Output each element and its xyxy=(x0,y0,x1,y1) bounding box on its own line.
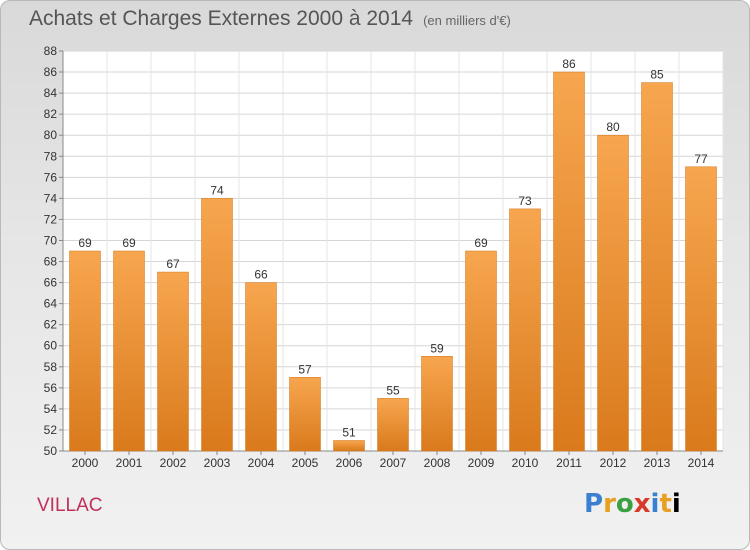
x-tick-label: 2009 xyxy=(468,456,495,470)
y-tick-label: 52 xyxy=(44,423,58,437)
y-tick-label: 80 xyxy=(44,128,58,142)
logo-letter: i xyxy=(671,489,681,519)
logo-letter: x xyxy=(633,489,651,519)
logo-letter: t xyxy=(659,489,672,519)
y-tick-label: 84 xyxy=(44,86,58,100)
data-label: 86 xyxy=(562,57,576,71)
x-tick-label: 2014 xyxy=(688,456,715,470)
bar xyxy=(245,282,277,452)
x-tick-label: 2011 xyxy=(556,456,582,470)
y-tick-label: 88 xyxy=(44,44,58,58)
y-tick-label: 74 xyxy=(44,191,58,205)
data-label: 59 xyxy=(430,341,444,355)
data-label: 57 xyxy=(298,362,312,376)
bar xyxy=(69,250,101,452)
x-tick-label: 2008 xyxy=(424,456,451,470)
data-label: 73 xyxy=(518,194,532,208)
data-label: 69 xyxy=(78,236,92,250)
x-tick-label: 2013 xyxy=(644,456,671,470)
y-tick-label: 70 xyxy=(44,233,58,247)
x-tick-label: 2012 xyxy=(600,456,627,470)
y-tick-label: 50 xyxy=(44,444,58,458)
x-tick-label: 2003 xyxy=(204,456,231,470)
logo-letter: r xyxy=(603,489,616,519)
logo-letter: P xyxy=(584,489,604,519)
bar xyxy=(597,134,629,452)
chart-subtitle: (en milliers d'€) xyxy=(423,13,511,28)
y-tick-label: 86 xyxy=(44,65,58,79)
bar xyxy=(685,166,717,452)
y-tick-label: 66 xyxy=(44,276,58,290)
x-tick-label: 2000 xyxy=(72,456,99,470)
bar xyxy=(157,271,189,452)
bar xyxy=(509,208,541,452)
logo-letter: i xyxy=(650,489,660,519)
data-label: 80 xyxy=(606,120,620,134)
data-label: 67 xyxy=(166,257,180,271)
data-label: 85 xyxy=(650,68,664,82)
chart-title: Achats et Charges Externes 2000 à 2014 (e… xyxy=(29,7,511,31)
y-tick-label: 60 xyxy=(44,339,58,353)
y-tick-label: 54 xyxy=(44,402,58,416)
y-tick-label: 78 xyxy=(44,149,58,163)
y-tick-label: 58 xyxy=(44,360,58,374)
data-label: 74 xyxy=(210,183,224,197)
y-tick-label: 76 xyxy=(44,170,58,184)
x-tick-label: 2010 xyxy=(512,456,539,470)
bar xyxy=(333,440,365,452)
data-label: 69 xyxy=(122,236,136,250)
bar xyxy=(113,250,145,452)
bar xyxy=(289,377,321,452)
data-label: 55 xyxy=(386,383,400,397)
data-label: 66 xyxy=(254,268,268,282)
y-tick-label: 72 xyxy=(44,212,58,226)
bar xyxy=(553,71,585,452)
x-tick-label: 2001 xyxy=(116,456,143,470)
x-tick-label: 2004 xyxy=(248,456,275,470)
data-label: 77 xyxy=(694,152,708,166)
x-tick-label: 2006 xyxy=(336,456,363,470)
y-tick-label: 62 xyxy=(44,318,58,332)
data-label: 51 xyxy=(342,425,356,439)
data-label: 69 xyxy=(474,236,488,250)
y-tick-label: 64 xyxy=(44,297,58,311)
bar xyxy=(641,82,673,452)
town-name: VILLAC xyxy=(37,495,103,516)
y-tick-label: 82 xyxy=(44,107,58,121)
bar xyxy=(377,398,409,452)
bar xyxy=(201,198,233,452)
bar xyxy=(421,356,453,452)
bar xyxy=(465,250,497,452)
x-tick-label: 2002 xyxy=(160,456,187,470)
x-tick-label: 2005 xyxy=(292,456,319,470)
chart-title-text: Achats et Charges Externes 2000 à 2014 xyxy=(29,7,414,30)
proxiti-logo: Proxiti xyxy=(584,489,681,519)
logo-letter: o xyxy=(615,489,634,519)
y-tick-label: 56 xyxy=(44,381,58,395)
x-tick-label: 2007 xyxy=(380,456,407,470)
y-tick-label: 68 xyxy=(44,255,58,269)
